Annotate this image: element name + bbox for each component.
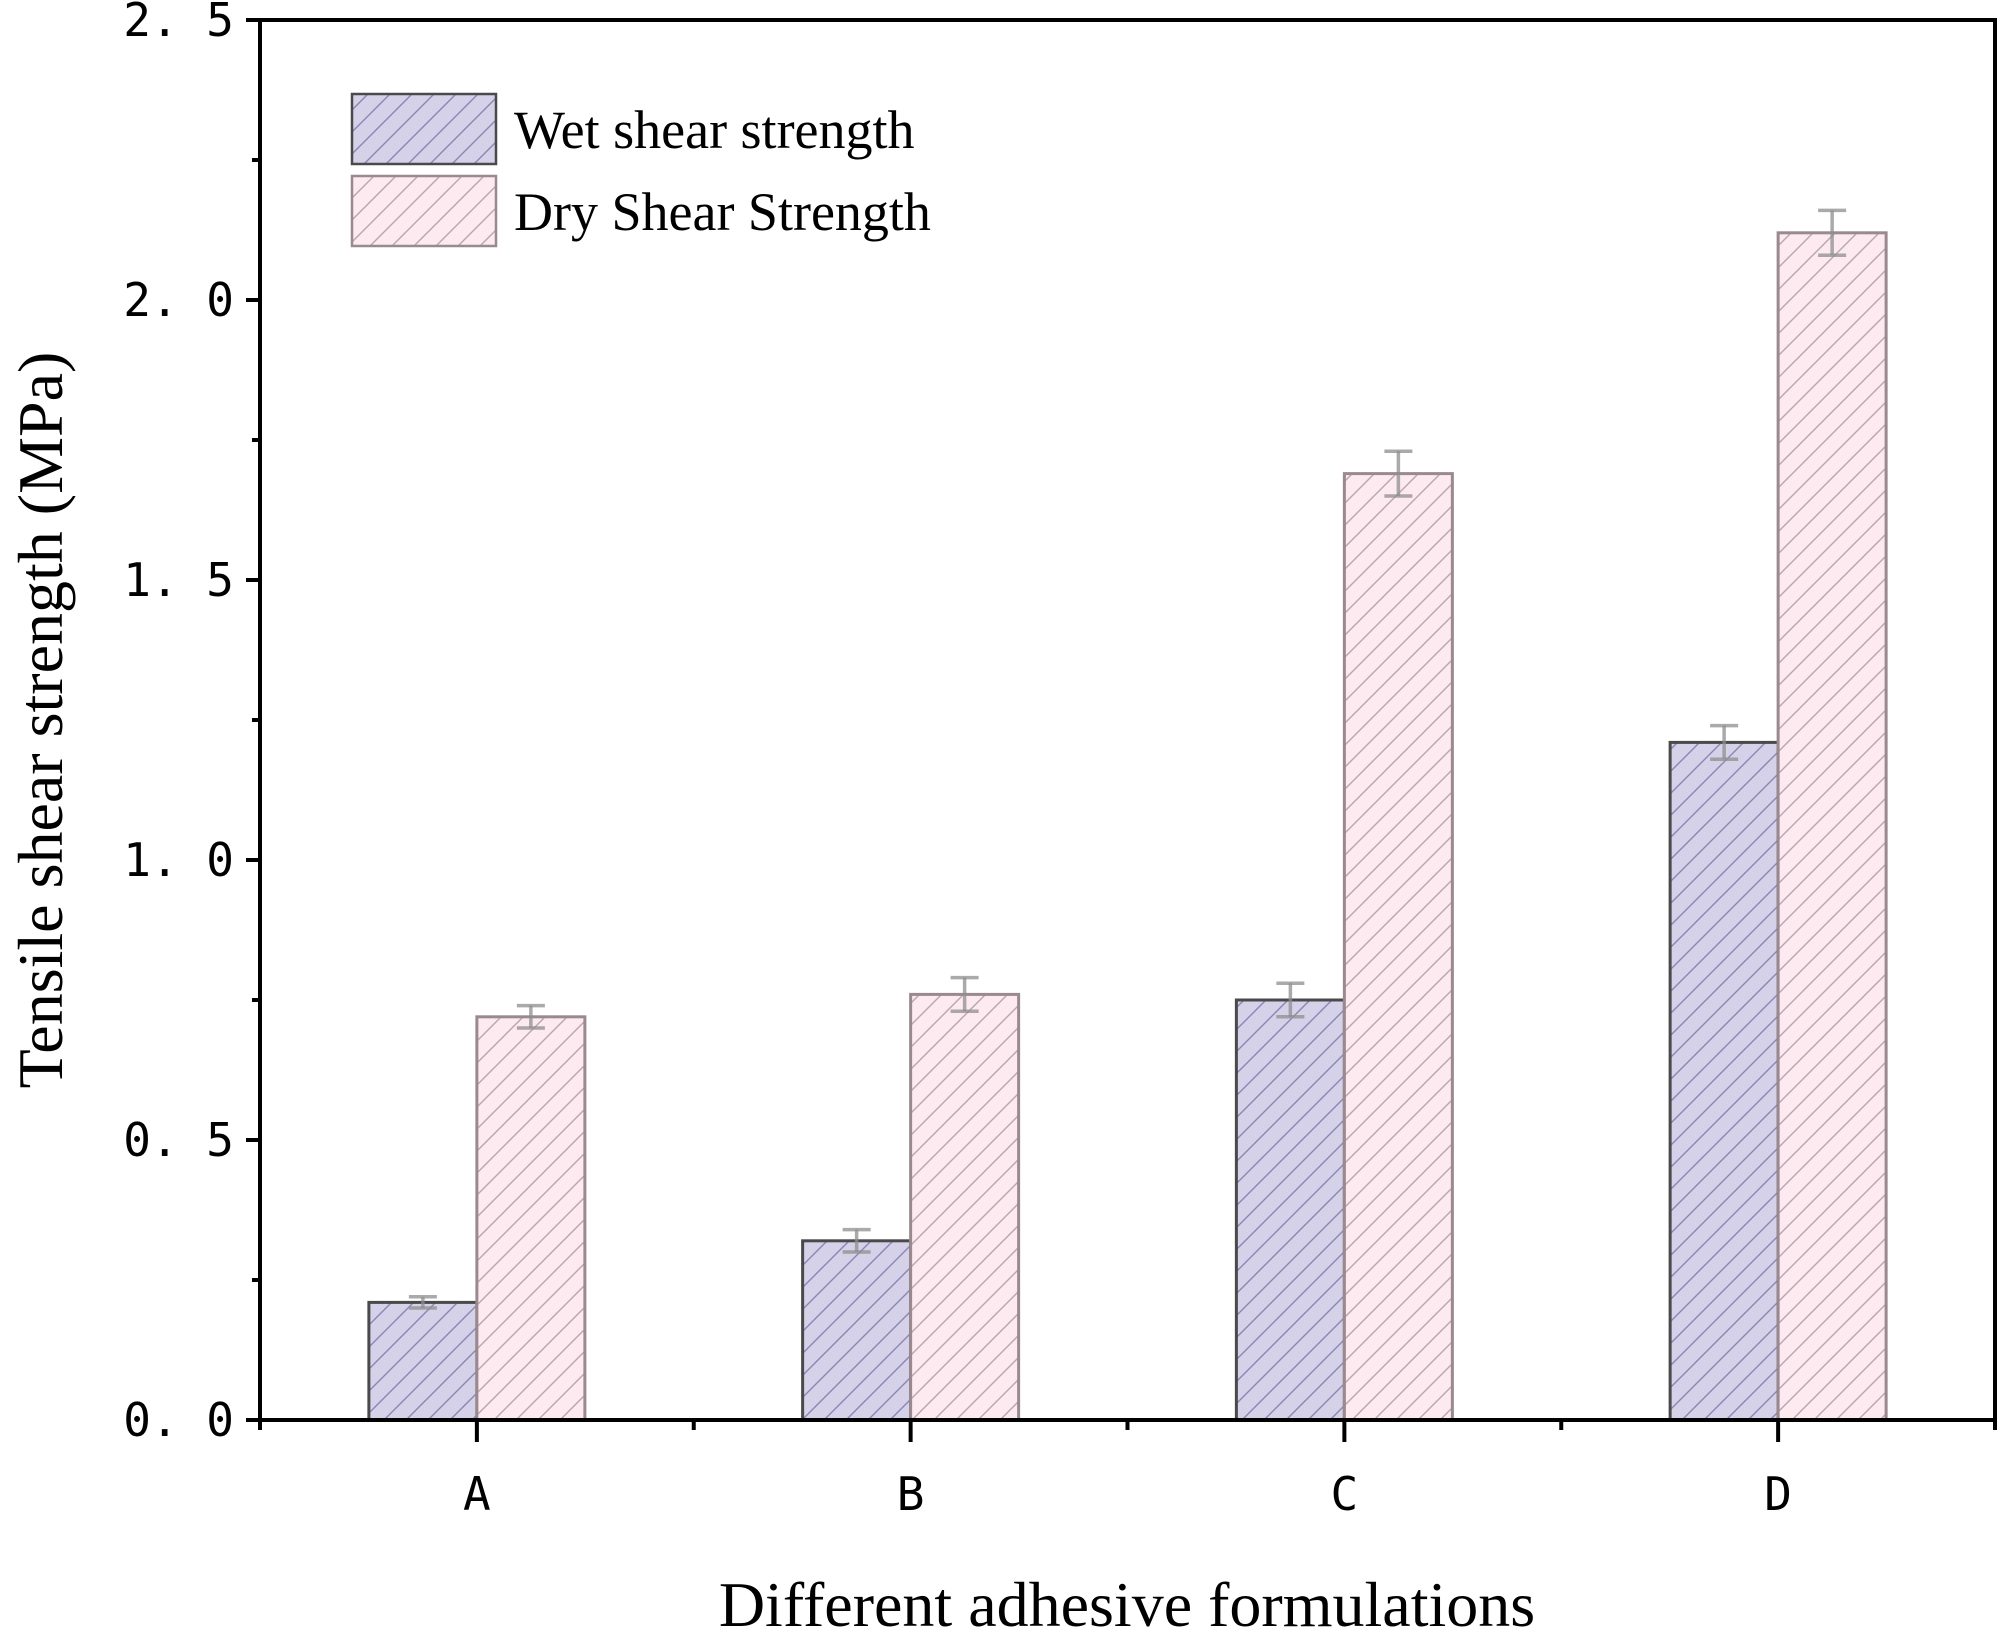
error-bar-wet-C [1276, 981, 1305, 1019]
y-tick-label: 1. 5 [123, 553, 234, 607]
legend-swatch-dry [350, 174, 498, 248]
y-tick-label: 2. 5 [123, 0, 234, 47]
x-tick-label-B: B [897, 1467, 925, 1521]
error-bars-layer [408, 208, 1847, 1310]
x-tick-label-C: C [1331, 1467, 1359, 1521]
bar-dry-C [1342, 472, 1454, 1422]
bar-wet-C [1234, 998, 1346, 1422]
error-bar-dry-A [516, 1003, 545, 1030]
error-bar-dry-C [1384, 449, 1413, 498]
bar-dry-B [909, 992, 1021, 1422]
bar-wet-B [801, 1239, 913, 1422]
error-bar-wet-A [408, 1295, 437, 1310]
legend: Wet shear strength Dry Shear Strength [350, 92, 931, 248]
error-bar-dry-B [950, 975, 979, 1013]
x-tick-label-A: A [463, 1467, 491, 1521]
legend-swatch-wet [350, 92, 498, 166]
legend-label-dry: Dry Shear Strength [514, 182, 931, 242]
error-bar-dry-D [1818, 208, 1847, 257]
y-tick-label: 0. 0 [123, 1393, 234, 1447]
x-tick-label-D: D [1764, 1467, 1792, 1521]
y-tick-label: 0. 5 [123, 1113, 234, 1167]
legend-label-wet: Wet shear strength [514, 100, 915, 160]
bar-dry-A [475, 1015, 587, 1422]
bar-dry-D [1776, 231, 1888, 1422]
bars-layer [367, 231, 1888, 1422]
error-bar-wet-D [1710, 723, 1739, 761]
bar-wet-D [1668, 740, 1780, 1422]
x-axis-title: Different adhesive formulations [719, 1569, 1535, 1638]
y-tick-label: 2. 0 [123, 273, 234, 327]
x-axis-ticks: A B C D [258, 1420, 1997, 1521]
error-bar-wet-B [842, 1227, 871, 1254]
y-tick-label: 1. 0 [123, 833, 234, 887]
bar-wet-A [367, 1300, 479, 1422]
y-axis-ticks: 0. 0 0. 5 1. 0 1. 5 2. 0 2. 5 [123, 0, 260, 1447]
y-axis-title: Tensile shear strength (MPa) [5, 352, 76, 1089]
